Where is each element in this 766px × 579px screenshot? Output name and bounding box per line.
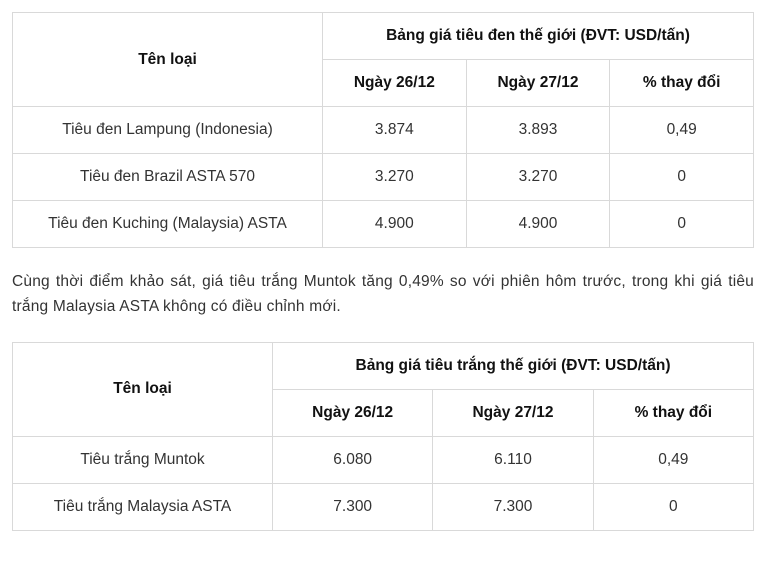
name-header: Tên loại [13,342,273,436]
row-name: Tiêu đen Lampung (Indonesia) [13,107,323,154]
row-change: 0 [610,201,754,248]
col-header-change: % thay đổi [593,389,753,436]
row-date2: 4.900 [466,201,610,248]
table-row: Tiêu đen Lampung (Indonesia) 3.874 3.893… [13,107,754,154]
white-pepper-price-table: Tên loại Bảng giá tiêu trắng thế giới (Đ… [12,342,754,531]
row-name: Tiêu trắng Malaysia ASTA [13,483,273,530]
row-date2: 6.110 [433,436,593,483]
table-row: Tiêu đen Brazil ASTA 570 3.270 3.270 0 [13,154,754,201]
row-change: 0 [593,483,753,530]
row-date1: 4.900 [323,201,467,248]
table-row: Tiêu đen Kuching (Malaysia) ASTA 4.900 4… [13,201,754,248]
paragraph-text: Cùng thời điểm khảo sát, giá tiêu trắng … [12,270,754,320]
row-change: 0 [610,154,754,201]
col-header-date1: Ngày 26/12 [273,389,433,436]
col-header-change: % thay đổi [610,60,754,107]
row-name: Tiêu đen Kuching (Malaysia) ASTA [13,201,323,248]
table-header-row: Tên loại Bảng giá tiêu đen thế giới (ĐVT… [13,13,754,60]
row-change: 0,49 [593,436,753,483]
row-change: 0,49 [610,107,754,154]
group-header: Bảng giá tiêu trắng thế giới (ĐVT: USD/t… [273,342,754,389]
row-name: Tiêu đen Brazil ASTA 570 [13,154,323,201]
name-header: Tên loại [13,13,323,107]
col-header-date2: Ngày 27/12 [466,60,610,107]
black-pepper-price-table: Tên loại Bảng giá tiêu đen thế giới (ĐVT… [12,12,754,248]
row-date2: 7.300 [433,483,593,530]
table-header-row: Tên loại Bảng giá tiêu trắng thế giới (Đ… [13,342,754,389]
row-date1: 6.080 [273,436,433,483]
row-date1: 3.270 [323,154,467,201]
table-row: Tiêu trắng Malaysia ASTA 7.300 7.300 0 [13,483,754,530]
row-date2: 3.893 [466,107,610,154]
row-date2: 3.270 [466,154,610,201]
group-header: Bảng giá tiêu đen thế giới (ĐVT: USD/tấn… [323,13,754,60]
row-date1: 7.300 [273,483,433,530]
col-header-date1: Ngày 26/12 [323,60,467,107]
row-name: Tiêu trắng Muntok [13,436,273,483]
table-row: Tiêu trắng Muntok 6.080 6.110 0,49 [13,436,754,483]
col-header-date2: Ngày 27/12 [433,389,593,436]
row-date1: 3.874 [323,107,467,154]
